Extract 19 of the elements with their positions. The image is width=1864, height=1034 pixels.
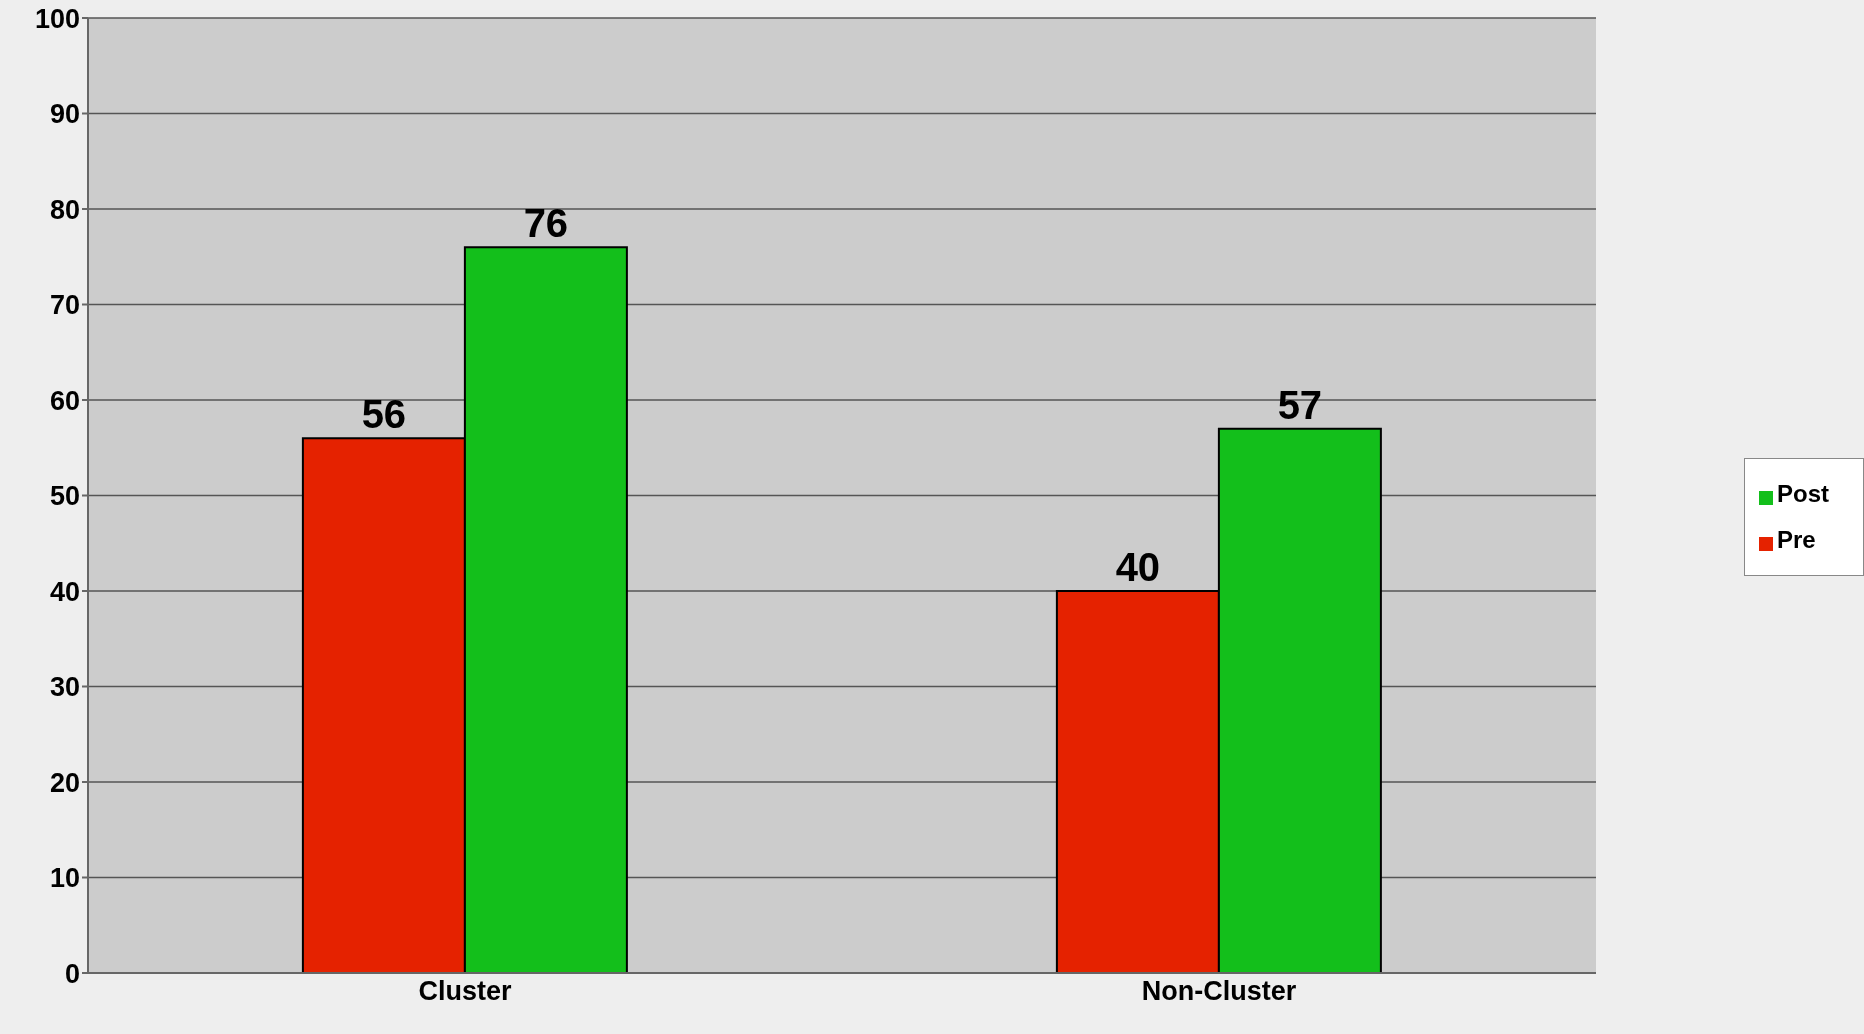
data-label: 57 [1277, 382, 1323, 427]
legend-label: Post [1777, 480, 1830, 507]
y-tick-label: 30 [49, 672, 80, 703]
y-tick-label: 0 [64, 958, 80, 989]
y-tick-label: 40 [49, 576, 80, 607]
y-tick-label: 60 [49, 385, 80, 416]
y-tick-label: 50 [49, 481, 80, 512]
y-tick-label: 70 [49, 290, 80, 321]
x-tick-label: Non-Cluster [1141, 976, 1297, 1007]
y-tick-label: 90 [49, 99, 80, 130]
y-tick-label: 10 [49, 863, 80, 894]
data-label: 56 [361, 392, 407, 437]
y-tick-label: 100 [34, 3, 80, 34]
data-label: 40 [1115, 545, 1161, 589]
data-label: 76 [523, 201, 569, 246]
y-tick-label: 20 [49, 767, 80, 798]
y-tick-label: 80 [49, 194, 80, 225]
x-tick-label: Cluster [418, 976, 512, 1007]
legend-label: Pre [1777, 526, 1816, 553]
